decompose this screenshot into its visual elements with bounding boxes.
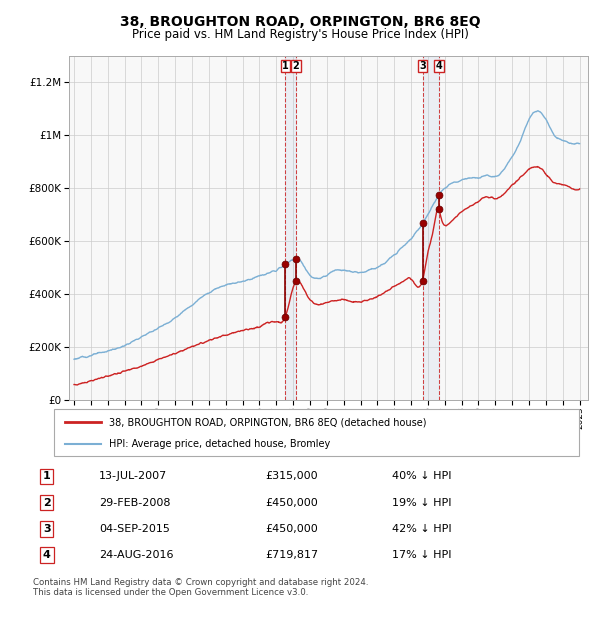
Text: 2: 2: [292, 61, 299, 71]
Text: 19% ↓ HPI: 19% ↓ HPI: [392, 498, 451, 508]
Text: 38, BROUGHTON ROAD, ORPINGTON, BR6 8EQ: 38, BROUGHTON ROAD, ORPINGTON, BR6 8EQ: [119, 16, 481, 30]
Text: 3: 3: [419, 61, 426, 71]
Text: 29-FEB-2008: 29-FEB-2008: [99, 498, 171, 508]
Text: 3: 3: [43, 524, 50, 534]
Bar: [422, 56, 439, 400]
Text: 24-AUG-2016: 24-AUG-2016: [99, 550, 174, 560]
Text: 38, BROUGHTON ROAD, ORPINGTON, BR6 8EQ (detached house): 38, BROUGHTON ROAD, ORPINGTON, BR6 8EQ (…: [109, 417, 427, 427]
Text: Contains HM Land Registry data © Crown copyright and database right 2024.
This d: Contains HM Land Registry data © Crown c…: [33, 578, 368, 597]
FancyBboxPatch shape: [54, 409, 579, 456]
Text: 4: 4: [436, 61, 442, 71]
Text: 04-SEP-2015: 04-SEP-2015: [99, 524, 170, 534]
Text: £450,000: £450,000: [265, 524, 317, 534]
Text: £450,000: £450,000: [265, 498, 317, 508]
Text: 1: 1: [43, 471, 50, 481]
Text: 1: 1: [282, 61, 289, 71]
Text: 40% ↓ HPI: 40% ↓ HPI: [392, 471, 451, 481]
Text: 13-JUL-2007: 13-JUL-2007: [99, 471, 167, 481]
Text: 42% ↓ HPI: 42% ↓ HPI: [392, 524, 451, 534]
Text: 4: 4: [43, 550, 51, 560]
Text: £315,000: £315,000: [265, 471, 317, 481]
Text: 17% ↓ HPI: 17% ↓ HPI: [392, 550, 451, 560]
Text: HPI: Average price, detached house, Bromley: HPI: Average price, detached house, Brom…: [109, 439, 331, 449]
Text: Price paid vs. HM Land Registry's House Price Index (HPI): Price paid vs. HM Land Registry's House …: [131, 28, 469, 41]
Text: 2: 2: [43, 498, 50, 508]
Text: £719,817: £719,817: [265, 550, 318, 560]
Bar: [286, 56, 296, 400]
